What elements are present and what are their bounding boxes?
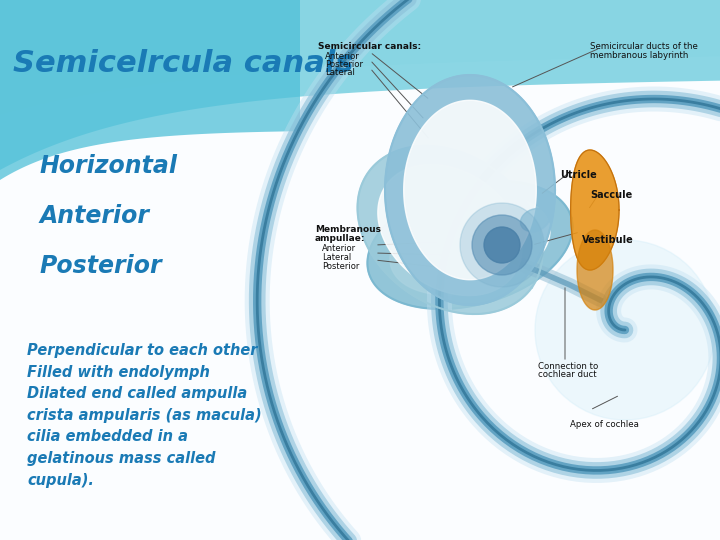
Text: membranous labyrinth: membranous labyrinth <box>590 51 688 60</box>
Text: Horizontal: Horizontal <box>40 154 178 178</box>
Text: Anterior: Anterior <box>325 52 360 61</box>
Text: Posterior: Posterior <box>40 254 162 278</box>
Polygon shape <box>358 146 543 314</box>
Text: Semicircular ducts of the: Semicircular ducts of the <box>590 42 698 51</box>
Text: Anterior: Anterior <box>322 244 356 253</box>
Polygon shape <box>0 0 300 180</box>
Circle shape <box>472 215 532 275</box>
Text: Lateral: Lateral <box>325 68 355 77</box>
Text: Semicelrcula canals: Semicelrcula canals <box>13 49 354 78</box>
Polygon shape <box>378 165 522 295</box>
Text: Anterior: Anterior <box>40 204 150 228</box>
Text: Apex of cochlea: Apex of cochlea <box>570 420 639 429</box>
Polygon shape <box>367 181 572 309</box>
Polygon shape <box>390 195 550 295</box>
Polygon shape <box>385 75 555 305</box>
Text: Posterior: Posterior <box>322 262 359 271</box>
Bar <box>305 45 720 515</box>
Text: Membranous: Membranous <box>315 225 381 234</box>
Text: Lateral: Lateral <box>322 253 351 262</box>
Ellipse shape <box>521 208 549 232</box>
Circle shape <box>535 240 715 420</box>
Text: Vestibule: Vestibule <box>582 235 634 245</box>
Polygon shape <box>0 0 720 115</box>
Polygon shape <box>404 100 536 280</box>
Text: ampullae:: ampullae: <box>315 234 366 243</box>
Polygon shape <box>577 230 613 310</box>
Text: Utricle: Utricle <box>560 170 597 180</box>
Text: Semicircular canals:: Semicircular canals: <box>318 42 421 51</box>
Polygon shape <box>0 0 720 170</box>
Circle shape <box>460 203 544 287</box>
Polygon shape <box>571 150 619 270</box>
Text: Posterior: Posterior <box>325 60 363 69</box>
Text: cochlear duct: cochlear duct <box>538 370 597 379</box>
Text: Connection to: Connection to <box>538 362 598 371</box>
Circle shape <box>484 227 520 263</box>
Text: Perpendicular to each other
Filled with endolymph
Dilated end called ampulla
cri: Perpendicular to each other Filled with … <box>27 343 262 488</box>
Text: Saccule: Saccule <box>590 190 632 200</box>
